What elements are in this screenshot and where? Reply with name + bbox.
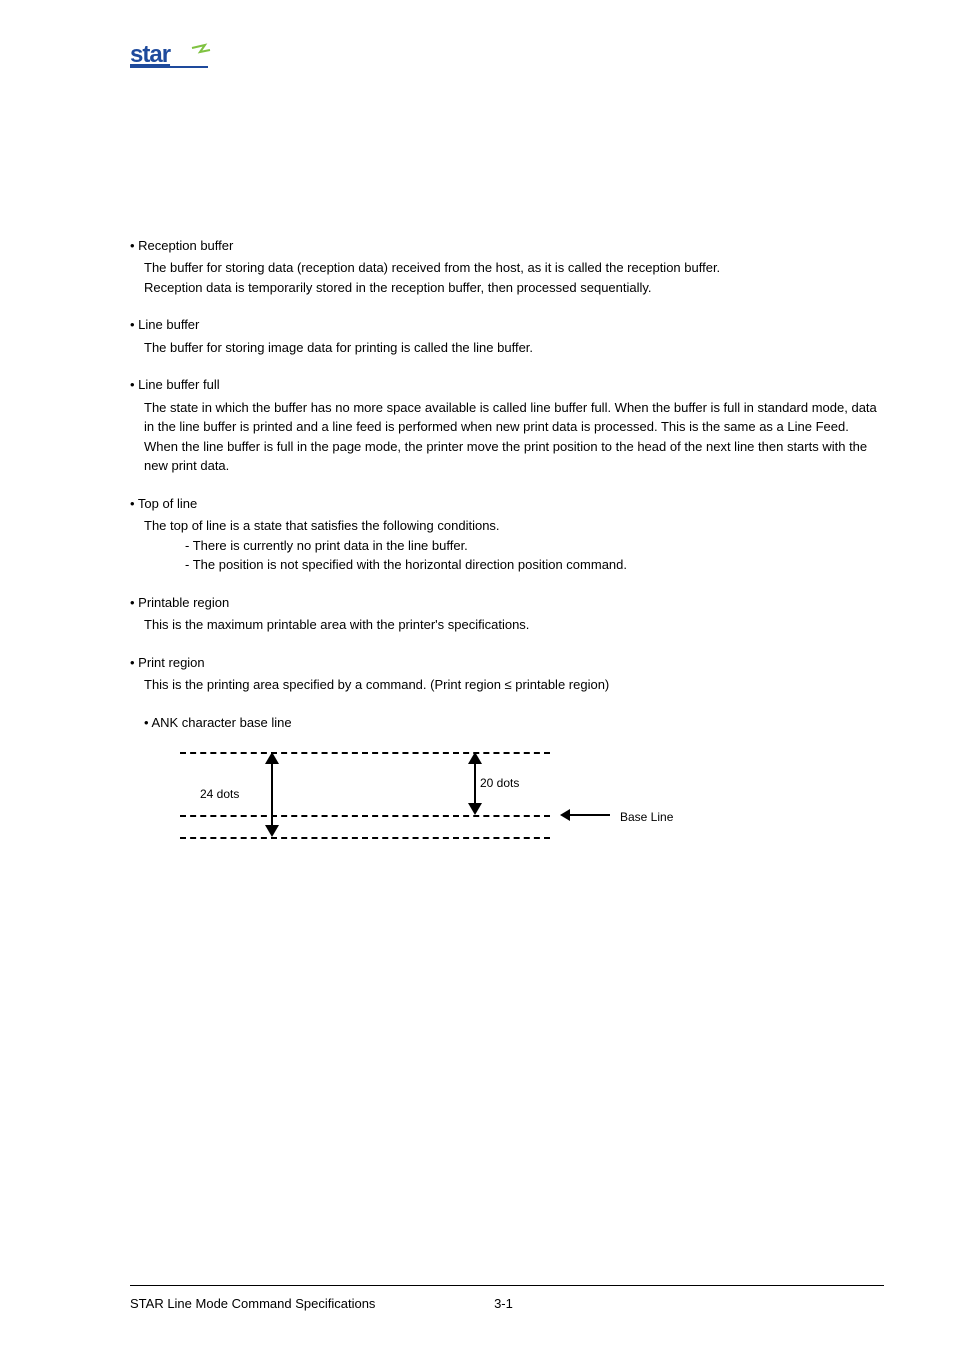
arrow-head-down-icon [468, 803, 482, 815]
sub-list-item: - The position is not specified with the… [130, 555, 884, 575]
section-line-buffer: • Line buffer The buffer for storing ima… [130, 315, 884, 357]
section-line-buffer-full: • Line buffer full The state in which th… [130, 375, 884, 476]
body-text: The top of line is a state that satisfie… [130, 516, 884, 536]
body-text: The buffer for storing image data for pr… [130, 338, 884, 358]
body-text: This is the printing area specified by a… [130, 675, 884, 695]
section-ank: • ANK character base line 24 dots 20 dot… [130, 713, 884, 868]
section-printable-region: • Printable region This is the maximum p… [130, 593, 884, 635]
logo: star [130, 40, 884, 76]
svg-text:star: star [130, 41, 171, 68]
footer-title: STAR Line Mode Command Specifications [130, 1296, 375, 1311]
dash-line-top [180, 752, 550, 754]
section-title: • Line buffer full [130, 375, 884, 395]
arrow-shaft [271, 762, 273, 827]
star-logo-icon: star [130, 40, 220, 70]
footer-page-number: 3-1 [494, 1294, 513, 1314]
dash-line-mid [180, 815, 550, 817]
body-text: The buffer for storing data (reception d… [130, 258, 884, 278]
label-baseline: Base Line [620, 808, 673, 826]
section-title: • Top of line [130, 494, 884, 514]
section-reception-buffer: • Reception buffer The buffer for storin… [130, 236, 884, 298]
arrow-head-down-icon [265, 825, 279, 837]
page-footer: STAR Line Mode Command Specifications 3-… [130, 1285, 884, 1314]
body-text: The state in which the buffer has no mor… [130, 398, 884, 476]
sub-list-item: - There is currently no print data in th… [130, 536, 884, 556]
section-title: • Printable region [130, 593, 884, 613]
section-top-of-line: • Top of line The top of line is a state… [130, 494, 884, 575]
footer-divider [130, 1285, 884, 1286]
arrow-shaft [565, 814, 610, 816]
baseline-diagram: 24 dots 20 dots Base Line [180, 752, 700, 867]
arrow-baseline [560, 809, 610, 821]
section-title: • Line buffer [130, 315, 884, 335]
section-title: • Reception buffer [130, 236, 884, 256]
dash-line-bottom [180, 837, 550, 839]
section-print-region: • Print region This is the printing area… [130, 653, 884, 695]
arrow-shaft [474, 762, 476, 805]
section-title: • ANK character base line [130, 713, 884, 733]
label-24dots: 24 dots [200, 785, 239, 803]
label-20dots: 20 dots [480, 774, 519, 792]
section-title: • Print region [130, 653, 884, 673]
body-text: Reception data is temporarily stored in … [130, 278, 884, 298]
body-text: This is the maximum printable area with … [130, 615, 884, 635]
